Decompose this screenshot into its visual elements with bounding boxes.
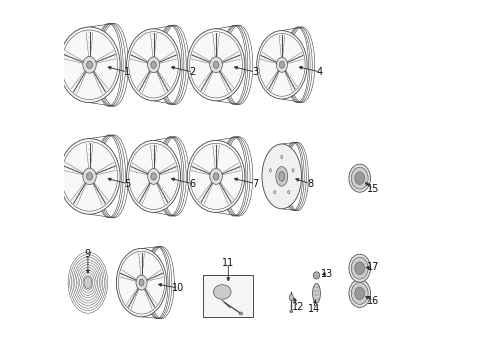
Text: 5: 5 [124,179,130,189]
Ellipse shape [151,61,156,68]
Text: 4: 4 [316,67,323,77]
Text: 10: 10 [171,283,183,293]
Ellipse shape [126,29,180,101]
Ellipse shape [209,168,222,184]
Ellipse shape [288,294,293,301]
Ellipse shape [136,275,147,290]
Ellipse shape [151,173,156,180]
Ellipse shape [350,283,367,304]
Ellipse shape [59,139,120,214]
Ellipse shape [187,29,244,101]
Text: 8: 8 [306,179,312,189]
Text: 3: 3 [252,67,258,77]
Ellipse shape [348,164,370,192]
Ellipse shape [289,310,292,313]
Ellipse shape [147,57,159,73]
Ellipse shape [126,140,180,212]
Ellipse shape [86,61,92,68]
Ellipse shape [350,167,367,189]
Ellipse shape [213,173,219,180]
Ellipse shape [82,168,96,185]
Ellipse shape [147,168,159,184]
Ellipse shape [209,57,222,73]
Ellipse shape [313,272,319,279]
Ellipse shape [287,190,289,194]
Ellipse shape [280,155,282,158]
Ellipse shape [278,171,284,181]
Ellipse shape [354,262,364,275]
Text: 13: 13 [321,269,333,279]
Text: 12: 12 [291,302,304,312]
Ellipse shape [275,167,287,186]
Ellipse shape [86,173,92,180]
Ellipse shape [262,144,301,209]
Ellipse shape [273,190,275,194]
Text: 1: 1 [124,67,130,77]
Text: 2: 2 [189,67,195,77]
Ellipse shape [279,62,284,68]
Text: 15: 15 [366,184,379,194]
Ellipse shape [348,254,370,282]
Ellipse shape [116,248,166,317]
Ellipse shape [312,284,320,303]
Ellipse shape [354,287,364,300]
Ellipse shape [213,285,231,299]
Text: 6: 6 [189,179,195,189]
Ellipse shape [256,31,306,99]
Ellipse shape [291,169,293,172]
Ellipse shape [84,276,92,289]
Ellipse shape [187,140,244,212]
Text: 7: 7 [252,179,258,189]
Ellipse shape [213,61,219,68]
Bar [203,275,253,317]
Ellipse shape [354,172,364,185]
Ellipse shape [139,279,144,286]
Text: 17: 17 [366,262,379,272]
Ellipse shape [276,57,287,72]
Text: 16: 16 [366,296,379,306]
Ellipse shape [269,169,271,172]
Ellipse shape [350,257,367,279]
Ellipse shape [59,27,120,103]
Text: 14: 14 [307,303,320,314]
Ellipse shape [82,57,96,73]
Text: 9: 9 [84,249,91,259]
Text: 11: 11 [222,258,234,268]
Ellipse shape [239,312,242,315]
Ellipse shape [348,279,370,307]
